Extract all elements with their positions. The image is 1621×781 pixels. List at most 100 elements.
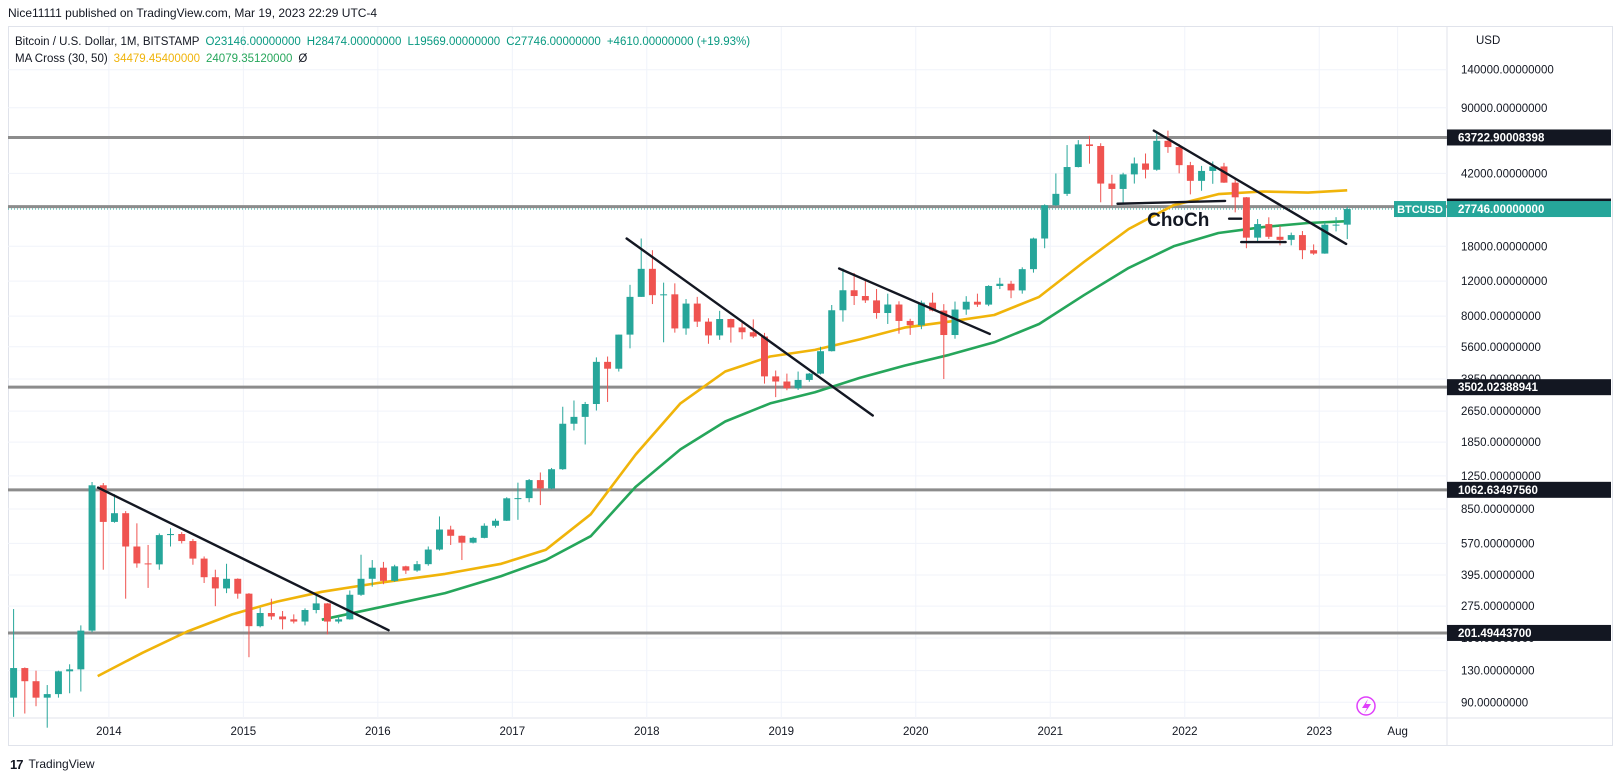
x-tick-label: 2020	[903, 726, 929, 738]
price-badges: 63722.9000839828555.216424953502.0238894…	[1394, 129, 1611, 641]
ma-slow-value: 24079.35120000	[206, 53, 293, 65]
candle-body	[1231, 182, 1239, 198]
candle-body	[357, 578, 365, 595]
candle-body	[873, 300, 881, 314]
y-tick-label: 140000.00000000	[1461, 65, 1554, 77]
low-value: L19569.00000000	[407, 36, 501, 48]
candle-body	[144, 563, 152, 565]
ma-line	[321, 219, 1348, 621]
y-tick-label: 90000.00000000	[1461, 103, 1547, 115]
candle-body	[447, 529, 455, 536]
x-tick-label: 2023	[1306, 726, 1332, 738]
y-tick-label: 12000.00000000	[1461, 276, 1547, 288]
candle-body	[469, 537, 477, 543]
y-tick-label: 1250.00000000	[1461, 471, 1541, 483]
candle-body	[267, 613, 275, 617]
x-tick-label: 2018	[634, 726, 660, 738]
candle-body	[559, 423, 567, 470]
candle-body	[637, 268, 645, 297]
candle-body	[592, 361, 600, 405]
x-tick-label: 2014	[96, 726, 122, 738]
last-price-label: 27746.00000000	[1458, 204, 1544, 216]
candle-body	[1175, 147, 1183, 166]
candle-body	[884, 304, 892, 314]
candle-body	[828, 310, 836, 352]
candle-body	[895, 304, 903, 321]
last-price-badge	[1447, 201, 1611, 218]
y-tick-label: 90.00000000	[1461, 697, 1528, 709]
candle-body	[1041, 205, 1049, 239]
y-tick-label: 8000.00000000	[1461, 311, 1541, 323]
candle-body	[480, 525, 488, 538]
trendlines	[96, 129, 1348, 632]
flash-icon[interactable]	[1356, 696, 1376, 716]
candle-body	[548, 469, 556, 489]
candle-body	[503, 498, 511, 521]
candle-body	[99, 485, 107, 522]
ma-fast-value: 34479.45400000	[113, 53, 201, 65]
candle-body	[839, 290, 847, 311]
candle-body	[200, 558, 208, 578]
candle-body	[704, 321, 712, 336]
candle-body	[727, 319, 735, 328]
y-tick-label: 850.00000000	[1461, 504, 1535, 516]
candle-body	[290, 619, 298, 622]
candle-body	[335, 619, 343, 622]
candle-body	[514, 498, 522, 500]
candle-body	[1321, 224, 1329, 254]
candle-body	[189, 541, 197, 559]
candle-body	[323, 603, 331, 622]
symbol-title: Bitcoin / U.S. Dollar, 1M, BITSTAMP	[15, 36, 200, 48]
time-axis[interactable]: 2014 2015 2016 2017 2018 2019 2020 2021 2022 2023…	[96, 726, 1408, 738]
tradingview-footer: 17 TradingView	[10, 752, 95, 776]
candle-body	[1343, 209, 1351, 225]
candle-body	[1310, 250, 1318, 254]
candle-body	[951, 309, 959, 336]
candle-body	[88, 485, 96, 631]
candle-body	[1254, 224, 1262, 238]
candle-body	[604, 361, 612, 369]
candle-body	[525, 480, 533, 499]
y-tick-label: 2650.00000000	[1461, 406, 1541, 418]
candle-body	[1007, 283, 1015, 291]
candle-body	[458, 535, 466, 543]
candle-body	[1018, 269, 1026, 291]
high-value: H28474.00000000	[306, 36, 402, 48]
candle-body	[671, 294, 679, 329]
candle-body	[133, 546, 141, 564]
candle-body	[906, 320, 914, 326]
candle-body	[929, 302, 937, 311]
candle-body	[10, 668, 18, 698]
candle-body	[716, 319, 724, 336]
candle-body	[223, 578, 231, 589]
x-tick-label: Aug	[1387, 726, 1407, 738]
level-badge-label: 63722.90008398	[1458, 132, 1545, 144]
candle-body	[279, 616, 287, 620]
close-value: C27746.00000000	[506, 36, 601, 48]
candle-body	[693, 303, 701, 322]
publish-line: Nice11111 published on TradingView.com, …	[8, 6, 378, 20]
candle-body	[312, 603, 320, 611]
candle-body	[1097, 146, 1105, 184]
change-value: +4610.00000000 (+19.93%)	[606, 36, 751, 48]
ma-indicator-name[interactable]: MA Cross (30, 50)	[15, 53, 108, 65]
candle-body	[861, 296, 869, 301]
y-tick-label: 18000.00000000	[1461, 241, 1547, 253]
candle-body	[626, 296, 634, 335]
candle-body	[1209, 166, 1217, 171]
candle-body	[178, 534, 186, 542]
candle-body	[436, 529, 443, 550]
candle-body	[1298, 235, 1306, 251]
candle-body	[492, 520, 499, 526]
level-badge-label: 1062.63497560	[1458, 485, 1538, 497]
candle-body	[234, 578, 242, 594]
ma-extra-value: Ø	[298, 53, 308, 65]
candle-body	[772, 376, 780, 382]
trendline	[96, 486, 390, 632]
candle-body	[1130, 163, 1138, 175]
candle-body	[54, 671, 62, 695]
candle-body	[940, 310, 948, 336]
candle-body	[391, 566, 399, 581]
candle-body	[1287, 235, 1295, 240]
